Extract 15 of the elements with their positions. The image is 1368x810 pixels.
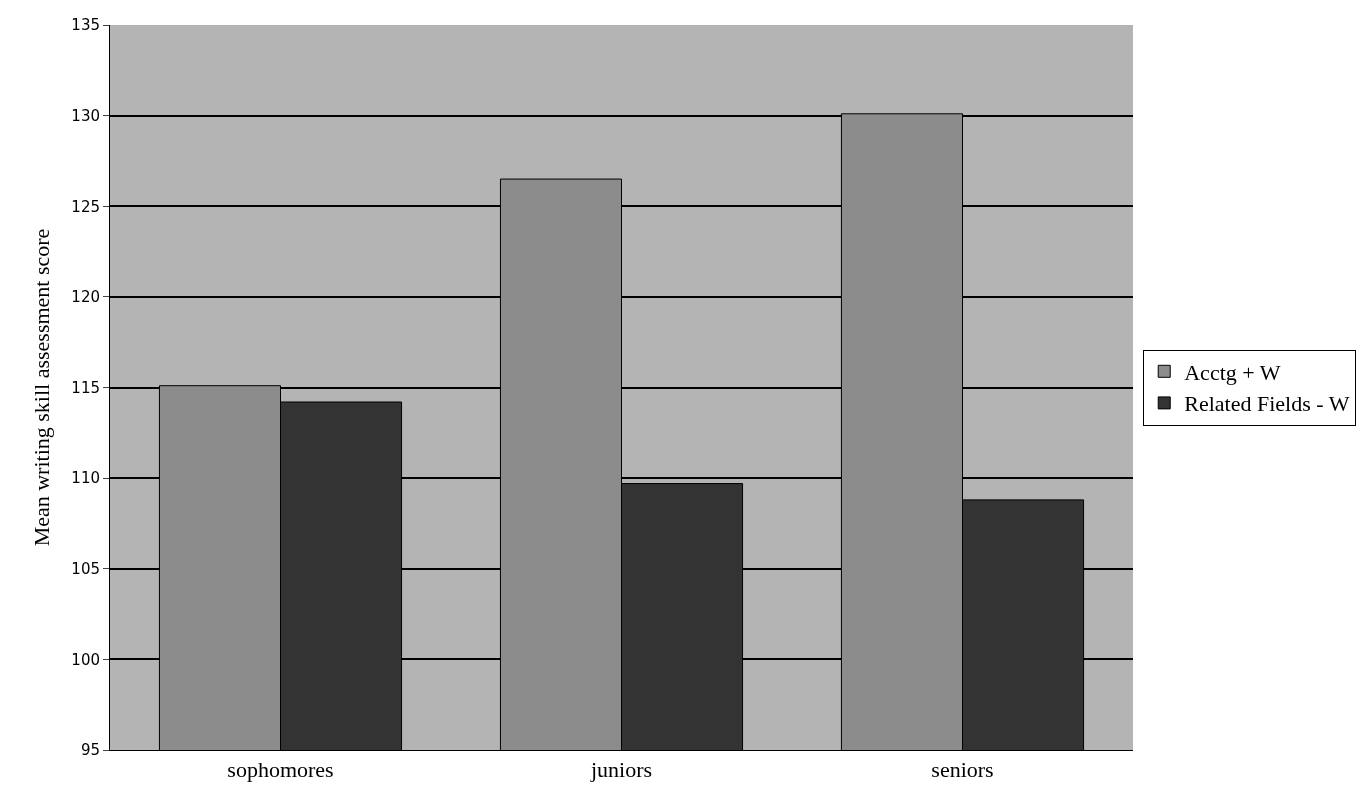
y-tick-label: 125 <box>71 197 100 216</box>
y-tick-label: 110 <box>71 469 100 488</box>
x-tick-label: sophomores <box>227 757 334 783</box>
x-tick-label: seniors <box>931 757 994 783</box>
x-tick-label: juniors <box>589 757 653 783</box>
y-tick-label: 130 <box>71 106 100 125</box>
y-tick-label: 120 <box>71 288 100 307</box>
y-tick-label: 105 <box>71 560 100 578</box>
legend-label: Related Fields - W <box>1184 391 1350 417</box>
y-tick-label: 100 <box>71 650 100 669</box>
legend-label: Acctg + W <box>1184 359 1281 385</box>
y-axis-title: Mean writing skill assessment score <box>29 228 55 547</box>
y-tick-label: 95 <box>80 741 100 760</box>
y-tick-label: 135 <box>71 16 100 35</box>
y-tick-label: 115 <box>71 378 100 397</box>
